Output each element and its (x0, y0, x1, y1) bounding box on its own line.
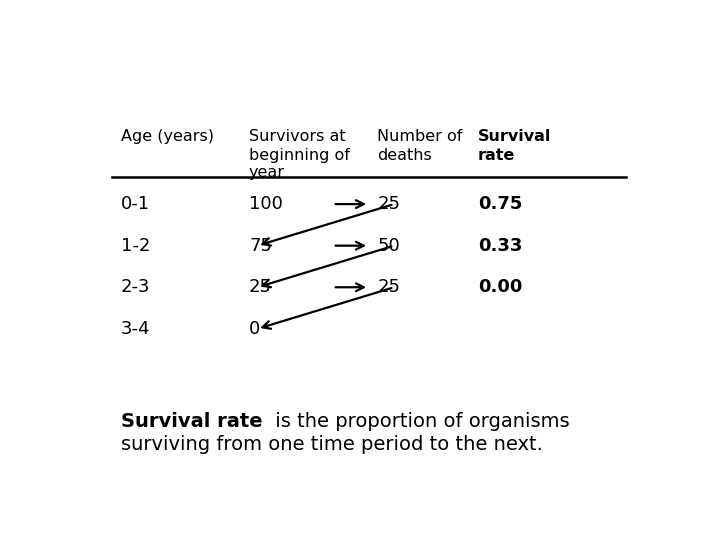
Text: 100: 100 (249, 195, 283, 213)
Text: 0.33: 0.33 (478, 237, 522, 255)
Text: Number of: Number of (377, 129, 463, 144)
Text: year: year (249, 165, 285, 180)
Text: Survivors at: Survivors at (249, 129, 346, 144)
Text: Survival: Survival (478, 129, 552, 144)
Text: surviving from one time period to the next.: surviving from one time period to the ne… (121, 435, 543, 454)
Text: Age (years): Age (years) (121, 129, 214, 144)
Text: 3-4: 3-4 (121, 320, 150, 338)
Text: 2-3: 2-3 (121, 278, 150, 296)
Text: deaths: deaths (377, 148, 432, 163)
Text: is the proportion of organisms: is the proportion of organisms (269, 412, 570, 431)
Text: Survival rate: Survival rate (121, 412, 262, 431)
Text: 75: 75 (249, 237, 272, 255)
Text: 0: 0 (249, 320, 261, 338)
Text: 25: 25 (377, 195, 400, 213)
Text: 0.75: 0.75 (478, 195, 522, 213)
Text: 1-2: 1-2 (121, 237, 150, 255)
Text: 0.00: 0.00 (478, 278, 522, 296)
Text: 0-1: 0-1 (121, 195, 150, 213)
Text: 25: 25 (377, 278, 400, 296)
Text: beginning of: beginning of (249, 148, 350, 163)
Text: 50: 50 (377, 237, 400, 255)
Text: rate: rate (478, 148, 516, 163)
Text: 25: 25 (249, 278, 272, 296)
